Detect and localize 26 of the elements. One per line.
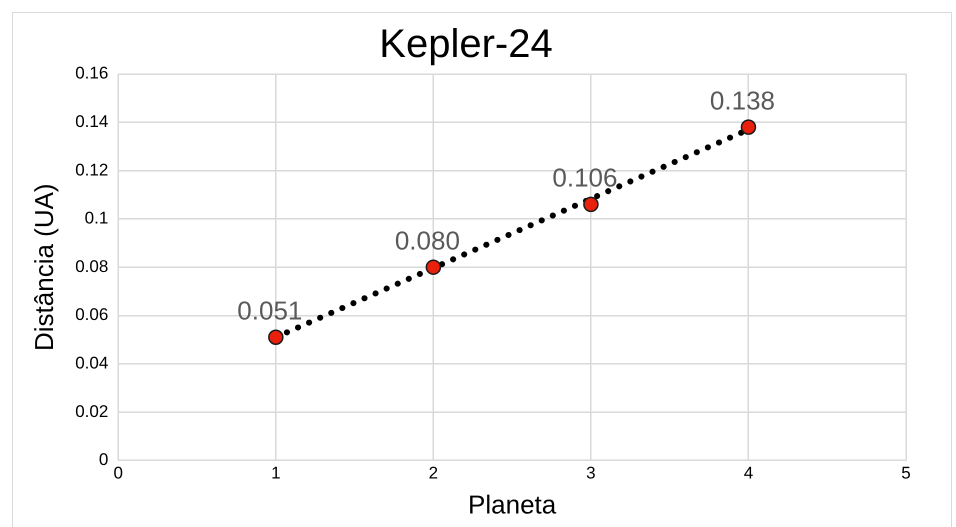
data-label: 0.080 bbox=[394, 225, 460, 256]
y-tick-label: 0.06 bbox=[75, 305, 108, 324]
data-label: 0.106 bbox=[552, 162, 618, 193]
x-tick-label: 3 bbox=[586, 463, 596, 482]
x-tick-label: 2 bbox=[428, 463, 438, 482]
y-tick-label: 0.1 bbox=[84, 208, 108, 228]
y-tick-label: 0.04 bbox=[75, 353, 108, 372]
y-tick-label: 0.08 bbox=[75, 256, 108, 276]
y-tick-label: 0.12 bbox=[75, 160, 108, 180]
data-label: 0.051 bbox=[237, 295, 302, 326]
data-label: 0.138 bbox=[710, 85, 775, 116]
y-tick-label: 0.16 bbox=[75, 64, 108, 83]
x-tick-label: 0 bbox=[114, 463, 124, 482]
chart-title: Kepler-24 bbox=[379, 22, 553, 66]
point bbox=[268, 329, 284, 345]
point bbox=[583, 196, 599, 212]
y-tick-label: 0.14 bbox=[75, 112, 108, 131]
y-tick-label: 0 bbox=[98, 450, 108, 470]
point bbox=[426, 259, 442, 275]
y-tick-label: 0.02 bbox=[75, 402, 108, 421]
x-axis-title: Planeta bbox=[468, 490, 557, 520]
y-axis-title: Distância (UA) bbox=[28, 183, 59, 351]
x-tick-label: 5 bbox=[901, 463, 911, 482]
point bbox=[740, 119, 756, 135]
x-tick-label: 4 bbox=[744, 463, 754, 482]
x-tick-label: 1 bbox=[271, 463, 281, 482]
